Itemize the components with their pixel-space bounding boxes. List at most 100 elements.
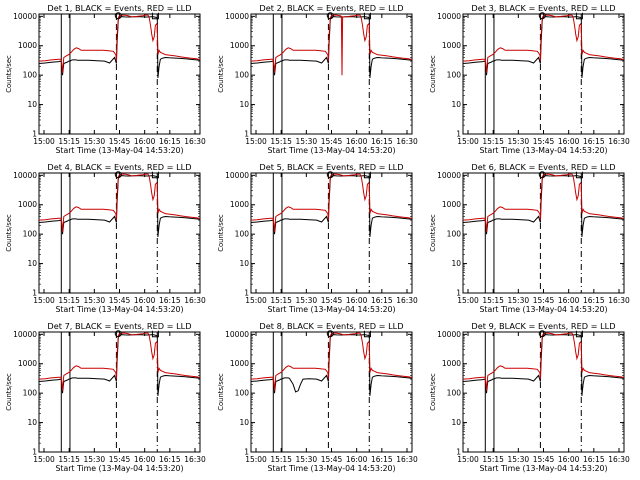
series-events-line: [251, 175, 412, 238]
y-tick-label: 1000: [230, 200, 249, 209]
marker-bracket: [363, 330, 371, 338]
y-axis-label: Counts/sec: [5, 214, 13, 252]
y-tick-label: 100: [447, 71, 462, 80]
x-tick-label: 15:00: [457, 137, 479, 146]
series-events-line: [463, 175, 624, 238]
x-tick-label: 15:30: [296, 296, 318, 305]
y-tick-label: 1000: [442, 200, 461, 209]
x-tick-label: 16:30: [608, 296, 630, 305]
series-events-line: [463, 16, 624, 79]
x-tick-label: 15:45: [533, 137, 555, 146]
marker-bracket: [575, 171, 583, 179]
x-tick-label: 15:15: [482, 137, 504, 146]
x-tick-label: 15:45: [321, 296, 343, 305]
plot-frame: [462, 13, 625, 135]
x-tick-label: 16:15: [371, 455, 393, 464]
x-tick-label: 15:30: [84, 137, 106, 146]
y-tick-label: 10: [27, 418, 37, 427]
y-tick-label: 10000: [225, 330, 249, 339]
chart-title: Det 5, BLACK = Events, RED = LLD: [259, 162, 403, 172]
plot-frame: [38, 331, 201, 453]
x-tick-label: 16:15: [159, 137, 181, 146]
marker-circle: [114, 330, 122, 338]
y-tick-label: 10: [27, 259, 37, 268]
y-tick-label: 1000: [230, 41, 249, 50]
x-tick-label: 15:15: [270, 455, 292, 464]
y-tick-label: 100: [23, 230, 38, 239]
marker-circle: [114, 171, 122, 179]
y-tick-label: 1: [32, 289, 37, 298]
x-tick-label: 16:30: [396, 455, 418, 464]
y-tick-label: 10000: [437, 330, 461, 339]
y-axis-label: Counts/sec: [217, 373, 225, 411]
series-events-line: [39, 334, 200, 397]
y-tick-label: 10000: [437, 12, 461, 21]
y-tick-label: 10: [239, 100, 249, 109]
y-axis-label: Counts/sec: [429, 55, 437, 93]
x-tick-label: 15:00: [33, 296, 55, 305]
plot-frame: [250, 172, 413, 294]
chart-title: Det 2, BLACK = Events, RED = LLD: [259, 3, 403, 13]
y-tick-label: 100: [235, 230, 250, 239]
x-tick-label: 16:15: [159, 296, 181, 305]
y-tick-label: 1000: [18, 41, 37, 50]
x-tick-label: 16:00: [134, 455, 156, 464]
x-tick-label: 15:00: [33, 455, 55, 464]
x-axis-label: Start Time (13-May-04 14:53:20): [55, 146, 183, 155]
x-tick-label: 16:00: [558, 137, 580, 146]
x-axis-label: Start Time (13-May-04 14:53:20): [479, 464, 607, 473]
y-axis-label: Counts/sec: [5, 373, 13, 411]
y-tick-label: 10000: [13, 171, 37, 180]
y-tick-label: 10: [451, 418, 461, 427]
plot-frame: [462, 172, 625, 294]
x-tick-label: 16:30: [184, 137, 206, 146]
x-tick-label: 15:15: [58, 296, 80, 305]
panel-det-1: Det 1, BLACK = Events, RED = LLD 1 10 100 10…: [5, 3, 206, 155]
x-tick-label: 16:30: [184, 296, 206, 305]
panel-det-3: Det 3, BLACK = Events, RED = LLD 1 10 100 10…: [429, 3, 630, 155]
x-tick-label: 16:00: [558, 296, 580, 305]
panel-det-6: Det 6, BLACK = Events, RED = LLD 1 10 100 10…: [429, 162, 630, 314]
x-tick-label: 15:30: [296, 455, 318, 464]
y-tick-label: 10: [451, 100, 461, 109]
x-tick-label: 15:15: [270, 137, 292, 146]
x-tick-label: 16:30: [184, 455, 206, 464]
x-tick-label: 15:45: [109, 455, 131, 464]
marker-bracket: [363, 171, 371, 179]
y-tick-label: 1: [456, 130, 461, 139]
x-tick-label: 15:00: [245, 455, 267, 464]
x-tick-label: 15:00: [245, 137, 267, 146]
x-tick-label: 16:15: [583, 455, 605, 464]
y-tick-label: 1000: [442, 359, 461, 368]
marker-circle: [326, 330, 334, 338]
x-tick-label: 16:15: [371, 137, 393, 146]
series-lld-line: [39, 173, 200, 232]
y-axis-label: Counts/sec: [429, 214, 437, 252]
chart-title: Det 1, BLACK = Events, RED = LLD: [47, 3, 191, 13]
y-tick-label: 1000: [18, 359, 37, 368]
y-tick-label: 100: [235, 389, 250, 398]
x-tick-label: 15:00: [245, 296, 267, 305]
series-events-line: [39, 175, 200, 238]
y-tick-label: 1: [244, 448, 249, 457]
series-lld-line: [251, 14, 412, 76]
y-tick-label: 10000: [437, 171, 461, 180]
x-tick-label: 16:30: [608, 455, 630, 464]
y-tick-label: 1: [32, 130, 37, 139]
x-tick-label: 16:30: [396, 137, 418, 146]
marker-bracket: [151, 330, 159, 338]
y-tick-label: 10: [239, 259, 249, 268]
y-tick-label: 10000: [225, 12, 249, 21]
y-tick-label: 100: [447, 230, 462, 239]
marker-circle: [538, 12, 546, 20]
y-axis-label: Counts/sec: [217, 214, 225, 252]
x-tick-label: 15:45: [109, 296, 131, 305]
x-tick-label: 16:00: [134, 296, 156, 305]
chart-title: Det 4, BLACK = Events, RED = LLD: [47, 162, 191, 172]
x-tick-label: 15:45: [533, 296, 555, 305]
x-tick-label: 15:30: [508, 455, 530, 464]
y-tick-label: 1: [32, 448, 37, 457]
chart-title: Det 6, BLACK = Events, RED = LLD: [471, 162, 615, 172]
chart-title: Det 8, BLACK = Events, RED = LLD: [259, 321, 403, 331]
series-lld-line: [251, 332, 412, 391]
